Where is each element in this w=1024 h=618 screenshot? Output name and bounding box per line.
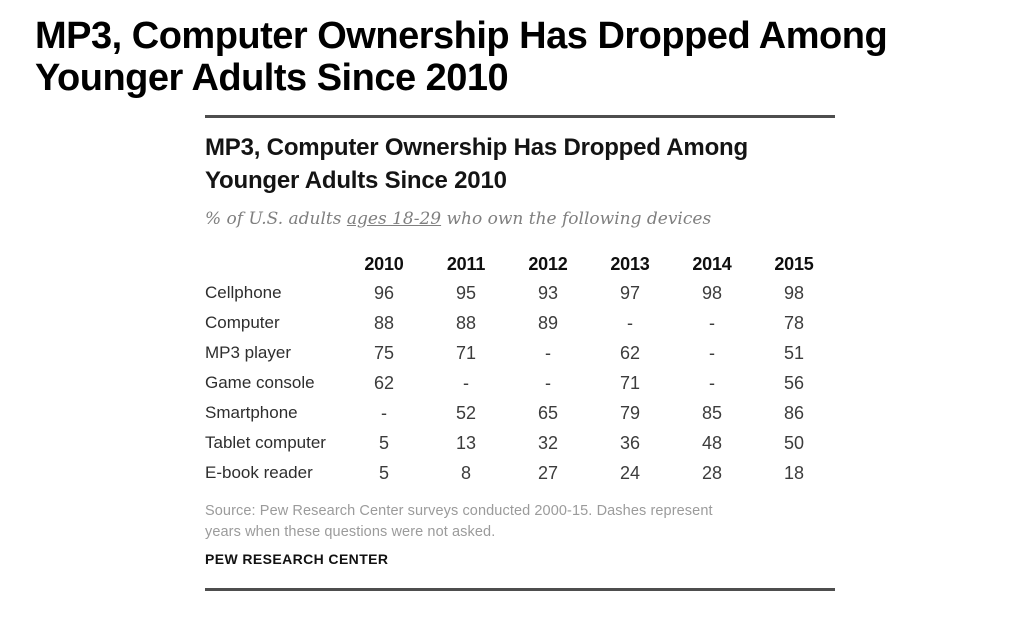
value-cell: - bbox=[709, 342, 715, 363]
value-cell: 50 bbox=[783, 432, 805, 453]
value-cell: - bbox=[709, 372, 715, 393]
value-cell: 18 bbox=[783, 462, 805, 483]
year-column-header: 2012 bbox=[528, 253, 568, 274]
chart-subtitle: % of U.S. adults ages 18-29 who own the … bbox=[205, 207, 711, 231]
value-cell: 65 bbox=[537, 402, 559, 423]
value-cell: 56 bbox=[783, 372, 805, 393]
pew-chart-card: MP3, Computer Ownership Has Dropped Amon… bbox=[205, 115, 835, 595]
chart-title-line2: Younger Adults Since 2010 bbox=[205, 167, 507, 194]
value-cell: 5 bbox=[378, 432, 389, 453]
value-cell: 89 bbox=[537, 312, 559, 333]
table-row: E-book reader 5 8 27 24 28 18 bbox=[205, 458, 835, 488]
value-cell: 5 bbox=[378, 462, 389, 483]
value-cell: 78 bbox=[783, 312, 805, 333]
year-column-header: 2013 bbox=[610, 253, 650, 274]
year-column-header: 2014 bbox=[692, 253, 732, 274]
device-label: Game console bbox=[205, 373, 315, 392]
value-cell: 24 bbox=[619, 462, 641, 483]
table-header-row: 2010 2011 2012 2013 2014 2015 bbox=[205, 250, 835, 278]
subtitle-underlined-ages: ages 18-29 bbox=[346, 209, 442, 229]
value-cell: 52 bbox=[455, 402, 477, 423]
chart-title: MP3, Computer Ownership Has Dropped Amon… bbox=[205, 131, 748, 197]
table-row: MP3 player 75 71 - 62 - 51 bbox=[205, 338, 835, 368]
value-cell: - bbox=[381, 402, 387, 423]
value-cell: 86 bbox=[783, 402, 805, 423]
value-cell: 93 bbox=[537, 282, 559, 303]
value-cell: 51 bbox=[783, 342, 805, 363]
value-cell: - bbox=[545, 342, 551, 363]
chart-title-line1: MP3, Computer Ownership Has Dropped Amon… bbox=[205, 134, 748, 161]
value-cell: - bbox=[463, 372, 469, 393]
value-cell: - bbox=[627, 312, 633, 333]
value-cell: 98 bbox=[783, 282, 805, 303]
subtitle-suffix: who own the following devices bbox=[441, 209, 712, 229]
corner-cell bbox=[205, 250, 343, 278]
value-cell: 97 bbox=[619, 282, 641, 303]
source-line2: years when these questions were not aske… bbox=[205, 524, 496, 540]
value-cell: 85 bbox=[701, 402, 723, 423]
value-cell: 62 bbox=[373, 372, 395, 393]
device-label: Smartphone bbox=[205, 403, 298, 422]
device-ownership-table: 2010 2011 2012 2013 2014 2015 Cellphone 96 95 93… bbox=[205, 250, 835, 488]
value-cell: 96 bbox=[373, 282, 395, 303]
value-cell: 71 bbox=[619, 372, 641, 393]
value-cell: 62 bbox=[619, 342, 641, 363]
value-cell: 27 bbox=[537, 462, 559, 483]
year-column-header: 2015 bbox=[774, 253, 814, 274]
value-cell: 79 bbox=[619, 402, 641, 423]
device-label: Cellphone bbox=[205, 283, 282, 302]
top-rule bbox=[205, 115, 835, 118]
page-title-line1: MP3, Computer Ownership Has Dropped Amon… bbox=[35, 15, 888, 57]
value-cell: 13 bbox=[455, 432, 477, 453]
value-cell: 88 bbox=[455, 312, 477, 333]
table-row: Smartphone - 52 65 79 85 86 bbox=[205, 398, 835, 428]
value-cell: 48 bbox=[701, 432, 723, 453]
table-row: Computer 88 88 89 - - 78 bbox=[205, 308, 835, 338]
value-cell: 32 bbox=[537, 432, 559, 453]
value-cell: 36 bbox=[619, 432, 641, 453]
device-label: Tablet computer bbox=[205, 433, 326, 452]
table-body: Cellphone 96 95 93 97 98 98 Computer 88 88 89 - - 78 M… bbox=[205, 278, 835, 488]
table-row: Game console 62 - - 71 - 56 bbox=[205, 368, 835, 398]
value-cell: 95 bbox=[455, 282, 477, 303]
device-label: E-book reader bbox=[205, 463, 313, 482]
value-cell: 71 bbox=[455, 342, 477, 363]
value-cell: 88 bbox=[373, 312, 395, 333]
year-column-header: 2011 bbox=[446, 253, 486, 274]
table-header: 2010 2011 2012 2013 2014 2015 bbox=[205, 250, 835, 278]
page-title: MP3, Computer Ownership Has Dropped Amon… bbox=[35, 15, 888, 99]
source-note: Source: Pew Research Center surveys cond… bbox=[205, 501, 713, 543]
page-title-line2: Younger Adults Since 2010 bbox=[35, 57, 509, 99]
device-label: MP3 player bbox=[205, 343, 291, 362]
bottom-rule bbox=[205, 588, 835, 591]
value-cell: 98 bbox=[701, 282, 723, 303]
pew-research-center-branding: PEW RESEARCH CENTER bbox=[205, 551, 389, 567]
value-cell: - bbox=[545, 372, 551, 393]
table-row: Cellphone 96 95 93 97 98 98 bbox=[205, 278, 835, 308]
value-cell: 28 bbox=[701, 462, 723, 483]
value-cell: 75 bbox=[373, 342, 395, 363]
source-line1: Source: Pew Research Center surveys cond… bbox=[205, 503, 713, 519]
year-column-header: 2010 bbox=[364, 253, 404, 274]
value-cell: 8 bbox=[460, 462, 471, 483]
device-label: Computer bbox=[205, 313, 280, 332]
subtitle-prefix: % of U.S. adults bbox=[205, 209, 347, 229]
table-row: Tablet computer 5 13 32 36 48 50 bbox=[205, 428, 835, 458]
value-cell: - bbox=[709, 312, 715, 333]
